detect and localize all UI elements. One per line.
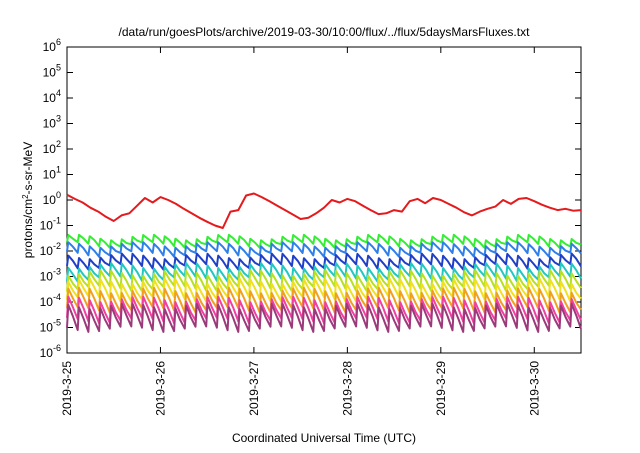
y-tick-exponent: 1: [56, 165, 61, 175]
y-tick-exponent: -1: [53, 216, 61, 226]
x-axis: 2019-3-25 2019-3-26 2019-3-27 2019-3-28 2019…: [60, 47, 541, 416]
y-tick-base: 10: [40, 219, 54, 233]
series-line-9: [66, 302, 582, 333]
x-tick-label: 2019-3-27: [247, 361, 261, 416]
y-tick-label: 10-5: [40, 318, 61, 335]
y-tick-label: 105: [43, 63, 61, 80]
y-tick-exponent: 2: [56, 139, 61, 149]
y-axis-label-sup: 2: [21, 194, 30, 199]
y-axis-label: protons/cm2-s-sr-MeV: [21, 142, 36, 258]
series-line-2: [66, 241, 582, 258]
y-tick-base: 10: [43, 168, 57, 182]
y-tick-label: 106: [43, 37, 61, 54]
y-tick-exponent: -6: [53, 343, 61, 353]
y-tick-exponent: 4: [56, 88, 61, 98]
series-layer: [66, 192, 582, 333]
y-tick-label: 100: [43, 190, 61, 207]
y-tick-base: 10: [40, 295, 54, 309]
y-tick-label: 10-3: [40, 267, 61, 284]
x-axis-label: Coordinated Universal Time (UTC): [232, 431, 416, 445]
y-tick-label: 104: [43, 88, 61, 105]
x-tick-label: 2019-3-26: [153, 361, 167, 416]
y-tick-label: 10-6: [40, 343, 61, 360]
y-tick-label: 10-2: [40, 241, 61, 258]
y-tick-label: 102: [43, 139, 61, 156]
y-tick-base: 10: [43, 142, 57, 156]
y-tick-label: 101: [43, 165, 61, 182]
y-tick-exponent: 6: [56, 37, 61, 47]
y-axis-label-prefix: protons/cm: [21, 199, 35, 258]
y-tick-base: 10: [43, 66, 57, 80]
y-tick-label: 10-4: [40, 292, 61, 309]
y-tick-exponent: -5: [53, 318, 61, 328]
x-tick-label: 2019-3-28: [340, 361, 354, 416]
chart-title: /data/run/goesPlots/archive/2019-03-30/1…: [119, 25, 531, 39]
y-tick-base: 10: [43, 91, 57, 105]
y-tick-base: 10: [43, 117, 57, 131]
y-tick-base: 10: [43, 40, 57, 54]
x-tick-label: 2019-3-30: [527, 361, 541, 416]
y-axis: 10-610-510-410-310-210-11001011021031041…: [40, 37, 581, 360]
y-tick-exponent: -2: [53, 241, 61, 251]
y-tick-exponent: -4: [53, 292, 61, 302]
y-tick-exponent: 5: [56, 63, 61, 73]
x-tick-label: 2019-3-29: [434, 361, 448, 416]
y-tick-exponent: 3: [56, 114, 61, 124]
y-tick-label: 10-1: [40, 216, 61, 233]
y-tick-exponent: -3: [53, 267, 61, 277]
series-line-0: [66, 192, 582, 229]
y-tick-base: 10: [40, 270, 54, 284]
x-tick-label: 2019-3-25: [60, 361, 74, 416]
y-axis-label-suffix: -s-sr-MeV: [21, 142, 35, 195]
y-tick-base: 10: [40, 244, 54, 258]
series-line-1: [66, 233, 582, 249]
y-tick-exponent: 0: [56, 190, 61, 200]
y-tick-base: 10: [43, 193, 57, 207]
y-tick-base: 10: [40, 321, 54, 335]
y-tick-base: 10: [40, 346, 54, 360]
y-tick-label: 103: [43, 114, 61, 131]
